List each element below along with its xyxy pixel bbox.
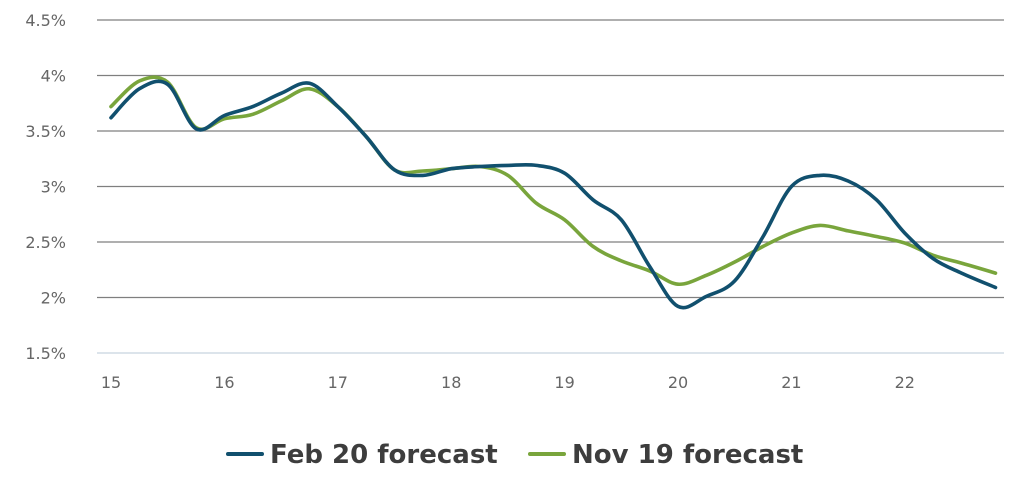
x-tick-label: 20 xyxy=(668,373,688,392)
y-tick-label: 2.5% xyxy=(25,233,66,252)
x-tick-label: 19 xyxy=(554,373,574,392)
y-tick-label: 4% xyxy=(41,67,66,86)
y-tick-label: 4.5% xyxy=(25,11,66,30)
y-axis-tick-labels: 1.5% 2% 2.5% 3% 3.5% 4% 4.5% xyxy=(25,11,66,363)
x-tick-label: 22 xyxy=(895,373,915,392)
y-tick-label: 3% xyxy=(41,178,66,197)
gridlines xyxy=(97,19,1004,354)
y-tick-label: 2% xyxy=(41,289,66,308)
x-tick-label: 17 xyxy=(328,373,348,392)
legend-label-nov-19: Nov 19 forecast xyxy=(572,440,803,470)
series-line-nov-19-forecast xyxy=(109,75,998,287)
x-tick-label: 16 xyxy=(214,373,234,392)
x-tick-label: 18 xyxy=(441,373,461,392)
x-axis-tick-labels: 15 16 17 18 19 20 21 22 xyxy=(101,373,915,392)
y-tick-label: 1.5% xyxy=(25,344,66,363)
series-line-feb-20-forecast xyxy=(109,79,998,310)
y-tick-label: 3.5% xyxy=(25,122,66,141)
series-lines xyxy=(109,75,998,310)
x-tick-label: 15 xyxy=(101,373,121,392)
x-tick-label: 21 xyxy=(781,373,801,392)
legend-label-feb-20: Feb 20 forecast xyxy=(270,440,498,470)
legend: Feb 20 forecast Nov 19 forecast xyxy=(226,440,803,470)
